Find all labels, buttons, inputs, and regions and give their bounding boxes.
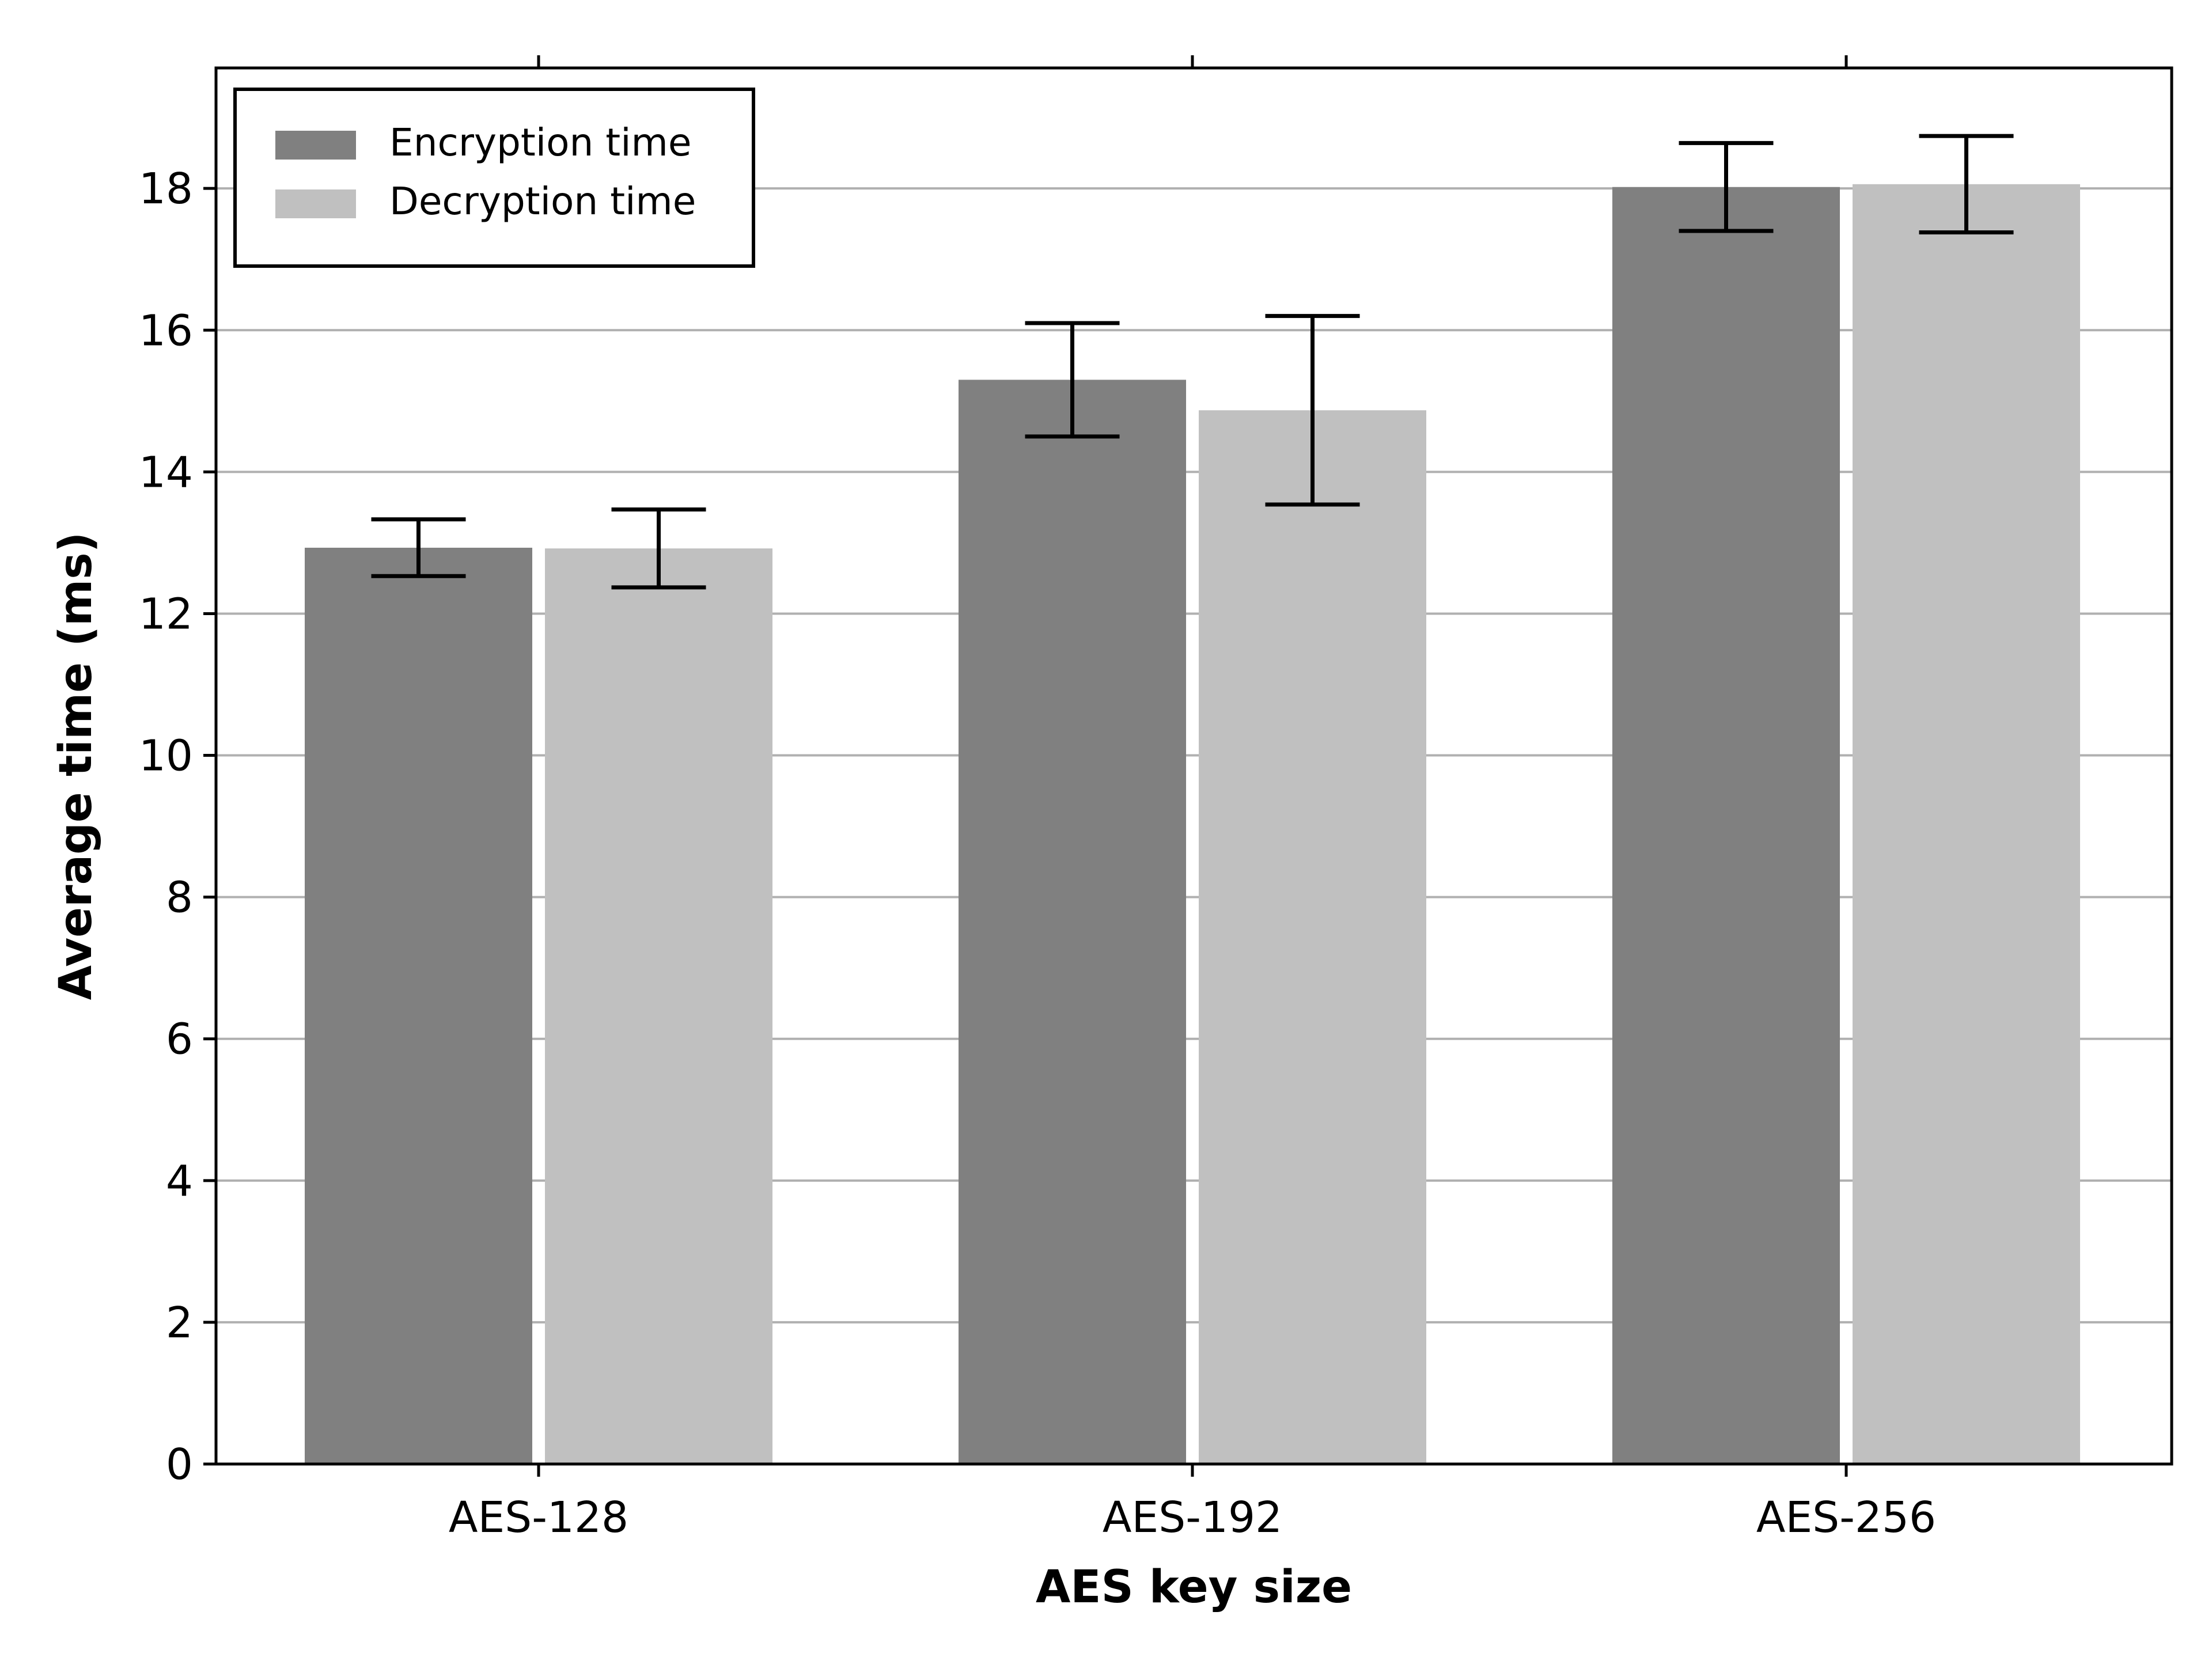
y-tick-label: 12 <box>139 589 193 639</box>
x-axis-label: AES key size <box>1036 1561 1352 1613</box>
y-tick-label: 18 <box>139 164 193 214</box>
bar-encryption-aes-256 <box>1612 187 1840 1464</box>
bar-decryption-aes-128 <box>545 548 772 1464</box>
y-tick-label: 16 <box>139 306 193 355</box>
bars <box>305 184 2080 1464</box>
bar-decryption-aes-256 <box>1853 184 2080 1464</box>
y-tick-label: 2 <box>166 1298 193 1348</box>
legend-box <box>233 88 755 268</box>
x-tick-label: AES-128 <box>449 1493 628 1542</box>
bar-decryption-aes-192 <box>1199 410 1426 1464</box>
x-tick-label: AES-192 <box>1103 1493 1282 1542</box>
legend-label: Encryption time <box>389 120 691 165</box>
y-tick-label: 6 <box>166 1015 193 1064</box>
y-tick-label: 10 <box>139 731 193 781</box>
legend-swatch <box>275 189 356 218</box>
y-axis-label: Average time (ms) <box>50 532 102 1000</box>
x-tick-label: AES-256 <box>1756 1493 1936 1542</box>
y-axis-ticks: 0 2 4 6 8 10 12 14 16 18 <box>139 164 216 1489</box>
bar-encryption-aes-128 <box>305 548 532 1464</box>
y-tick-label: 8 <box>166 873 193 923</box>
error-bars <box>371 134 2014 590</box>
y-tick-label: 4 <box>166 1156 193 1206</box>
legend-swatch <box>275 131 356 160</box>
x-axis-ticks: AES-128 AES-192 AES-256 <box>449 55 1936 1542</box>
legend: Encryption time Decryption time <box>233 88 755 268</box>
y-tick-label: 14 <box>139 448 193 497</box>
y-tick-label: 0 <box>166 1440 193 1489</box>
grid-lines <box>216 187 2172 1324</box>
legend-label: Decryption time <box>389 179 696 223</box>
bar-encryption-aes-192 <box>959 380 1186 1464</box>
